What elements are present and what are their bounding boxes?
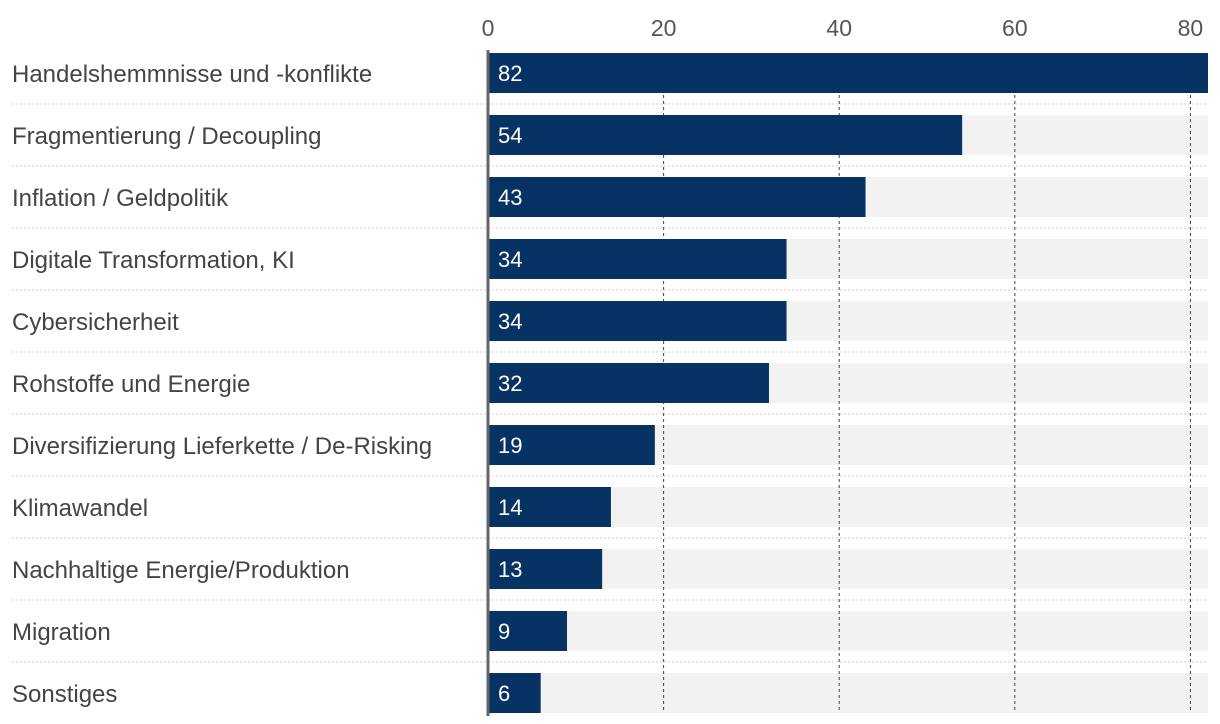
bar-value-label: 9 [498,619,510,644]
bar [488,673,541,713]
bar [488,239,787,279]
bar-value-label: 19 [498,433,522,458]
bar [488,301,787,341]
x-tick-label: 0 [482,15,495,41]
bar-value-label: 43 [498,185,522,210]
bar-value-label: 34 [498,309,522,334]
category-label: Handelshemmnisse und -konflikte [12,61,372,88]
bar [488,53,1208,93]
category-label: Fragmentierung / Decoupling [12,123,322,150]
bar-value-label: 32 [498,371,522,396]
bar-track [488,549,1208,589]
category-label: Nachhaltige Energie/Produktion [12,557,350,584]
x-tick-label: 40 [826,15,852,41]
bar-value-label: 14 [498,495,522,520]
bar [488,363,769,403]
bar [488,115,963,155]
bar [488,487,611,527]
bar [488,177,866,217]
bar-value-label: 6 [498,681,510,706]
bar [488,425,655,465]
axis-layer: 0 20 40 60 80 [482,15,1204,716]
category-label: Inflation / Geldpolitik [12,185,229,212]
category-label: Diversifizierung Lieferkette / De-Riskin… [12,433,432,460]
category-label: Cybersicherheit [12,309,179,336]
category-label: Rohstoffe und Energie [12,371,250,398]
bar-value-label: 34 [498,247,522,272]
category-label: Klimawandel [12,495,148,522]
bar-value-label: 82 [498,61,522,86]
bar [488,549,603,589]
x-tick-label: 80 [1178,15,1204,41]
category-label: Digitale Transformation, KI [12,247,295,274]
bars: 82 54 43 34 34 32 19 14 13 9 6 [488,53,1208,713]
category-label: Migration [12,619,111,646]
x-tick-label: 60 [1002,15,1028,41]
bar-track [488,673,1208,713]
bar [488,611,568,651]
bar-value-label: 54 [498,123,522,148]
category-label: Sonstiges [12,681,117,708]
bar-track [488,611,1208,651]
bar-value-label: 13 [498,557,522,582]
x-tick-label: 20 [651,15,677,41]
